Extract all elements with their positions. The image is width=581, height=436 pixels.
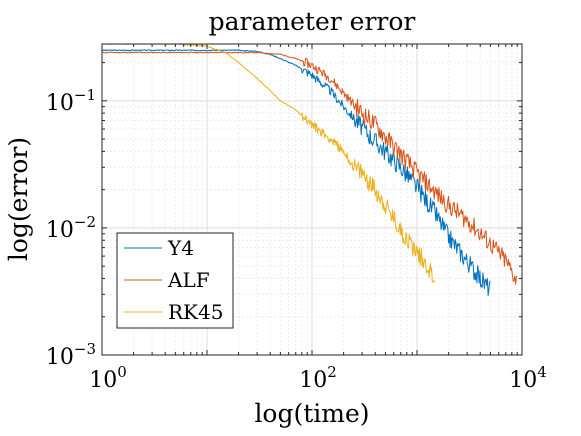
tick-labels: 100 102 104 10−3 10−2 10−1 — [46, 86, 547, 393]
series-line-y4 — [102, 49, 491, 297]
series-line-rk45 — [102, 44, 436, 284]
x-axis-label: log(time) — [254, 399, 369, 428]
y-tick-label: 10−3 — [46, 340, 96, 370]
y-tick-label: 10−2 — [46, 213, 96, 243]
x-tick-label: 104 — [509, 363, 547, 393]
x-tick-label: 100 — [89, 363, 127, 393]
legend-label-rk45: RK45 — [168, 300, 223, 324]
legend-label-alf: ALF — [167, 268, 210, 292]
series-layer — [102, 44, 518, 297]
legend-label-y4: Y4 — [167, 236, 194, 260]
tick-marks — [102, 44, 522, 355]
chart-title: parameter error — [209, 7, 416, 36]
y-axis-label: log(error) — [4, 137, 33, 261]
legend: Y4 ALF RK45 — [116, 232, 234, 329]
x-tick-label: 102 — [299, 363, 337, 393]
series-line-alf — [102, 51, 518, 285]
y-tick-label: 10−1 — [46, 86, 96, 116]
